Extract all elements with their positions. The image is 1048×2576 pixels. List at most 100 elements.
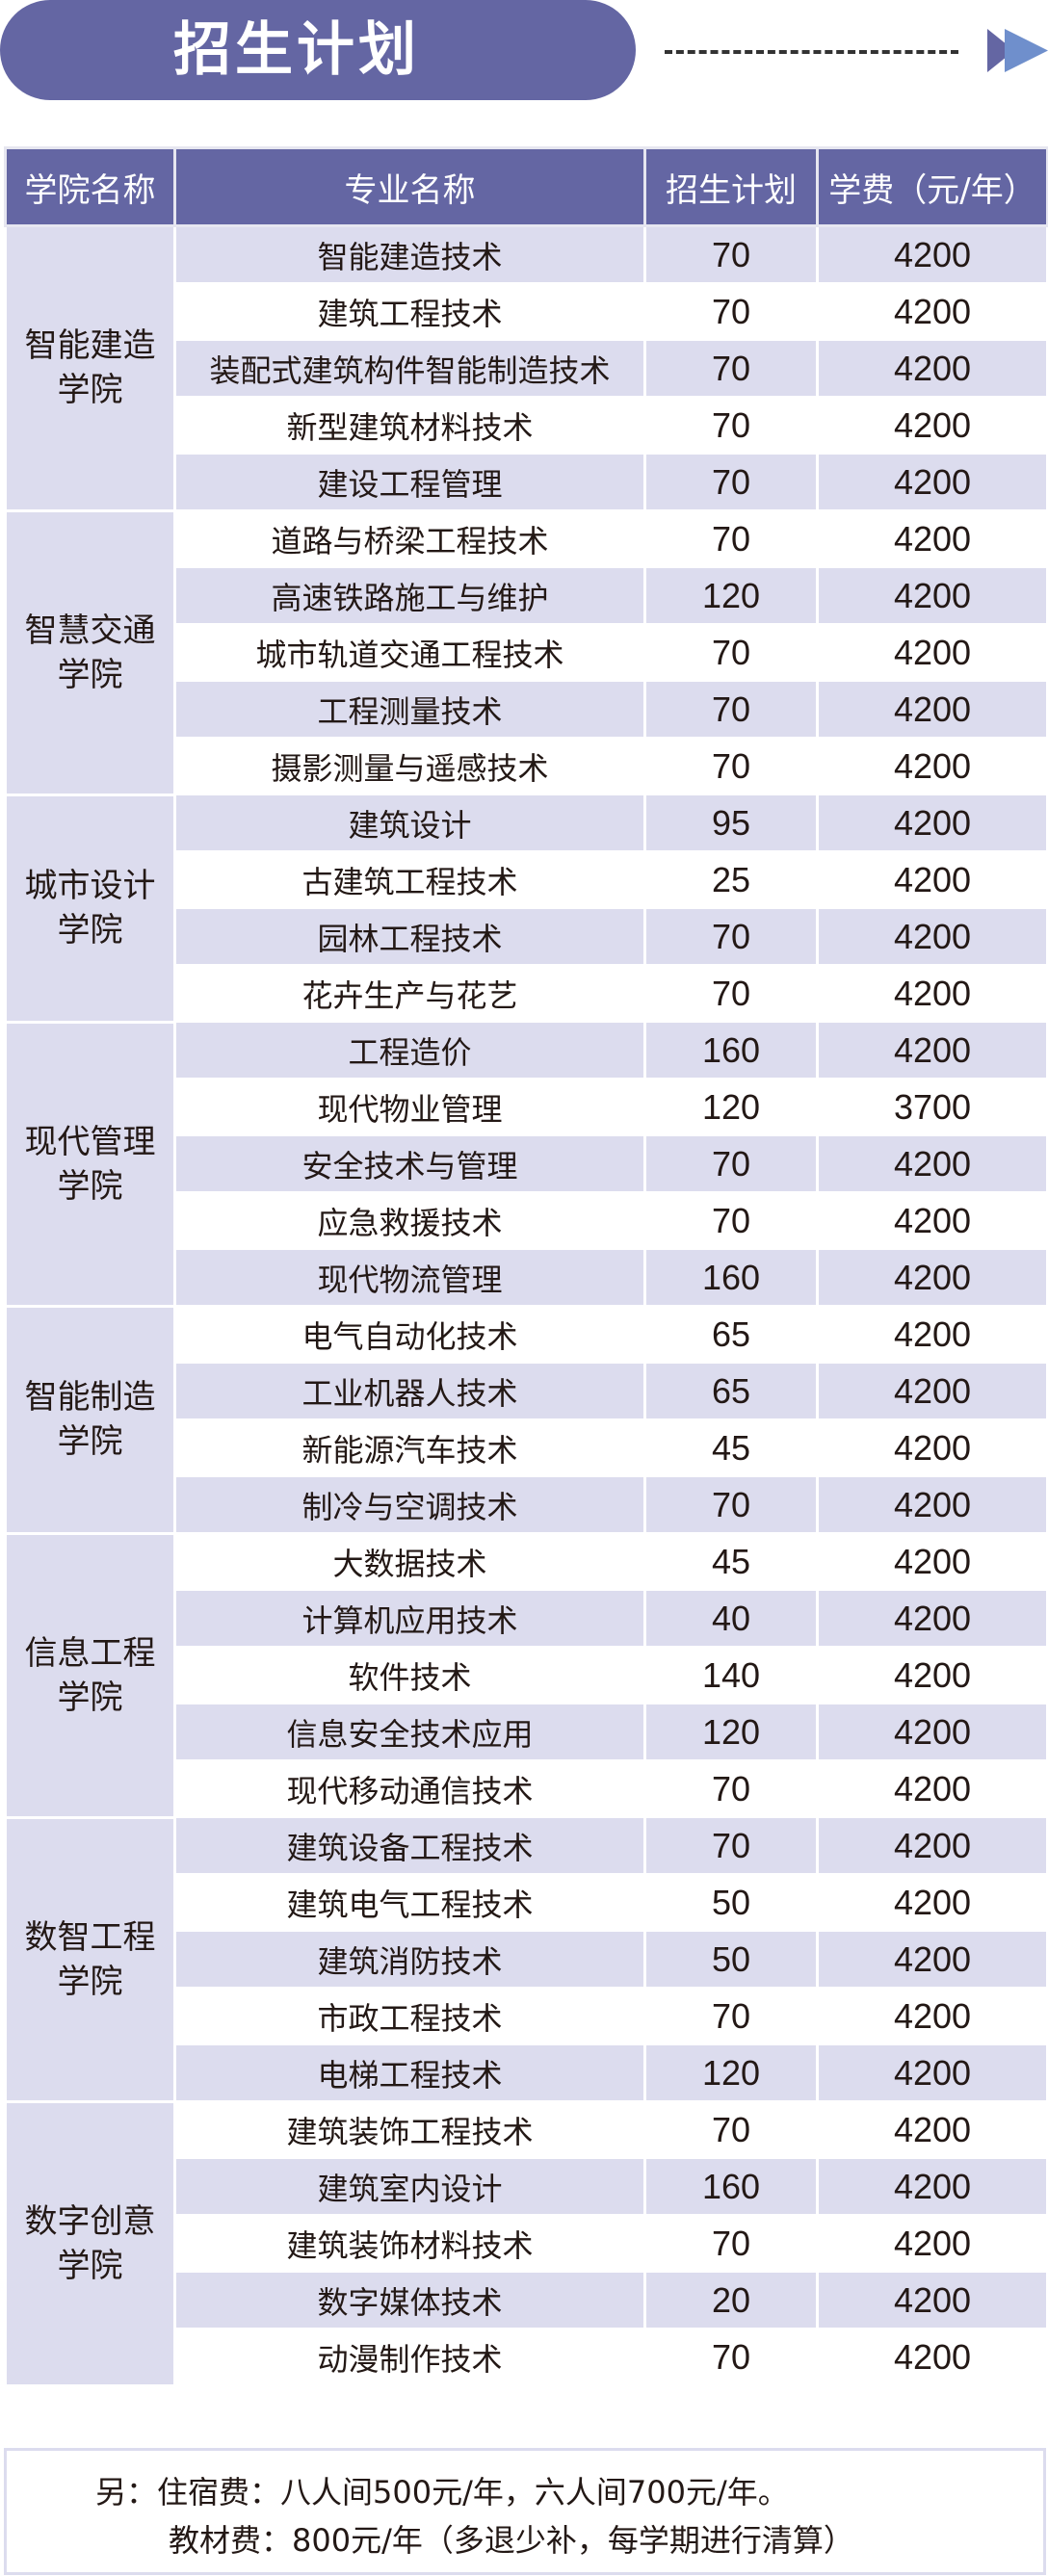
major-name: 现代物业管理 [173, 1078, 646, 1136]
table-row: 数字媒体技术 20 4200 [6, 2271, 1048, 2329]
tuition: 4200 [816, 453, 1048, 511]
table-row: 建筑工程技术 70 4200 [6, 282, 1048, 341]
table-row: 工业机器人技术 65 4200 [6, 1362, 1048, 1420]
tuition: 4200 [816, 1646, 1048, 1704]
major-name: 建筑消防技术 [173, 1930, 646, 1989]
college-name: 数字创意学院 [4, 2100, 176, 2387]
table-row: 建筑消防技术 50 4200 [6, 1930, 1048, 1989]
tuition: 4200 [816, 282, 1048, 341]
table-row: 建设工程管理 70 4200 [6, 453, 1048, 511]
quota: 70 [643, 623, 819, 682]
tuition: 4200 [816, 1248, 1048, 1307]
table-row: 建筑电气工程技术 50 4200 [6, 1873, 1048, 1932]
table-row: 应急救援技术 70 4200 [6, 1191, 1048, 1250]
tuition: 4200 [816, 2214, 1048, 2273]
dashed-divider [665, 50, 958, 54]
major-name: 现代移动通信技术 [173, 1759, 646, 1818]
quota: 25 [643, 850, 819, 909]
quota: 70 [643, 737, 819, 795]
tuition: 4200 [816, 224, 1048, 284]
tuition: 4200 [816, 680, 1048, 739]
tuition: 4200 [816, 2100, 1048, 2159]
major-name: 古建筑工程技术 [173, 850, 646, 909]
table-row: 花卉生产与花艺 70 4200 [6, 964, 1048, 1023]
table-row: 安全技术与管理 70 4200 [6, 1134, 1048, 1193]
tuition: 4200 [816, 2328, 1048, 2386]
quota: 70 [643, 1191, 819, 1250]
college-name: 信息工程学院 [4, 1532, 176, 1819]
tuition: 4200 [816, 1362, 1048, 1420]
major-name: 建筑装饰工程技术 [173, 2100, 646, 2159]
college-name: 智慧交通学院 [4, 509, 176, 796]
major-name: 建筑室内设计 [173, 2157, 646, 2216]
major-name: 现代物流管理 [173, 1248, 646, 1307]
major-name: 计算机应用技术 [173, 1589, 646, 1648]
quota: 65 [643, 1362, 819, 1420]
major-name: 市政工程技术 [173, 1987, 646, 2045]
table-row: 智慧交通学院 道路与桥梁工程技术 70 4200 [4, 509, 1048, 796]
quota: 70 [643, 1759, 819, 1818]
college-name: 数智工程学院 [4, 1816, 176, 2103]
table-row: 摄影测量与遥感技术 70 4200 [6, 737, 1048, 795]
tuition: 4200 [816, 794, 1048, 852]
double-arrow-icon [987, 29, 1048, 72]
tuition: 4200 [816, 1930, 1048, 1989]
table-row: 现代移动通信技术 70 4200 [6, 1759, 1048, 1818]
quota: 70 [643, 1475, 819, 1534]
header-major: 专业名称 [173, 146, 646, 227]
tuition: 4200 [816, 1759, 1048, 1818]
accommodation-fee-note: 另：住宿费：八人间500元/年，六人间700元/年。 [95, 2474, 789, 2511]
quota: 160 [643, 2157, 819, 2216]
quota: 70 [643, 224, 819, 284]
table-row: 建筑室内设计 160 4200 [6, 2157, 1048, 2216]
quota: 70 [643, 2100, 819, 2159]
table-row: 智能建造学院 智能建造技术 70 4200 [4, 224, 1048, 512]
table-row: 建筑装饰材料技术 70 4200 [6, 2214, 1048, 2273]
major-name: 制冷与空调技术 [173, 1475, 646, 1534]
tuition: 4200 [816, 2043, 1048, 2102]
tuition: 4200 [816, 509, 1048, 568]
table-row: 城市轨道交通工程技术 70 4200 [6, 623, 1048, 682]
table-row: 现代管理学院 工程造价 160 4200 [4, 1021, 1048, 1308]
college-name: 现代管理学院 [4, 1021, 176, 1308]
table-row: 信息工程学院 大数据技术 45 4200 [4, 1532, 1048, 1819]
major-name: 工程测量技术 [173, 680, 646, 739]
major-name: 电梯工程技术 [173, 2043, 646, 2102]
table-row: 计算机应用技术 40 4200 [6, 1589, 1048, 1648]
major-name: 建筑设备工程技术 [173, 1816, 646, 1875]
tuition: 4200 [816, 2271, 1048, 2329]
tuition: 4200 [816, 1703, 1048, 1761]
tuition: 4200 [816, 964, 1048, 1023]
quota: 70 [643, 964, 819, 1023]
tuition: 4200 [816, 1134, 1048, 1193]
header-quota: 招生计划 [643, 146, 819, 227]
major-name: 动漫制作技术 [173, 2328, 646, 2386]
quota: 70 [643, 282, 819, 341]
quota: 160 [643, 1248, 819, 1307]
major-name: 道路与桥梁工程技术 [173, 509, 646, 568]
quota: 65 [643, 1305, 819, 1364]
major-name: 软件技术 [173, 1646, 646, 1704]
quota: 120 [643, 1703, 819, 1761]
tuition: 4200 [816, 1873, 1048, 1932]
major-name: 建筑工程技术 [173, 282, 646, 341]
table-row: 高速铁路施工与维护 120 4200 [6, 566, 1048, 625]
tuition: 4200 [816, 737, 1048, 795]
quota: 70 [643, 1816, 819, 1875]
tuition: 4200 [816, 623, 1048, 682]
college-name: 城市设计学院 [4, 794, 176, 1024]
major-name: 花卉生产与花艺 [173, 964, 646, 1023]
tuition: 4200 [816, 1589, 1048, 1648]
major-name: 数字媒体技术 [173, 2271, 646, 2329]
quota: 70 [643, 1134, 819, 1193]
major-name: 新能源汽车技术 [173, 1418, 646, 1477]
table-row: 软件技术 140 4200 [6, 1646, 1048, 1704]
quota: 45 [643, 1532, 819, 1591]
major-name: 大数据技术 [173, 1532, 646, 1591]
table-row: 现代物流管理 160 4200 [6, 1248, 1048, 1307]
table-row: 数字创意学院 建筑装饰工程技术 70 4200 [4, 2100, 1048, 2387]
table-row: 制冷与空调技术 70 4200 [6, 1475, 1048, 1534]
tuition: 4200 [816, 907, 1048, 966]
table-row: 市政工程技术 70 4200 [6, 1987, 1048, 2045]
major-name: 建筑设计 [173, 794, 646, 852]
